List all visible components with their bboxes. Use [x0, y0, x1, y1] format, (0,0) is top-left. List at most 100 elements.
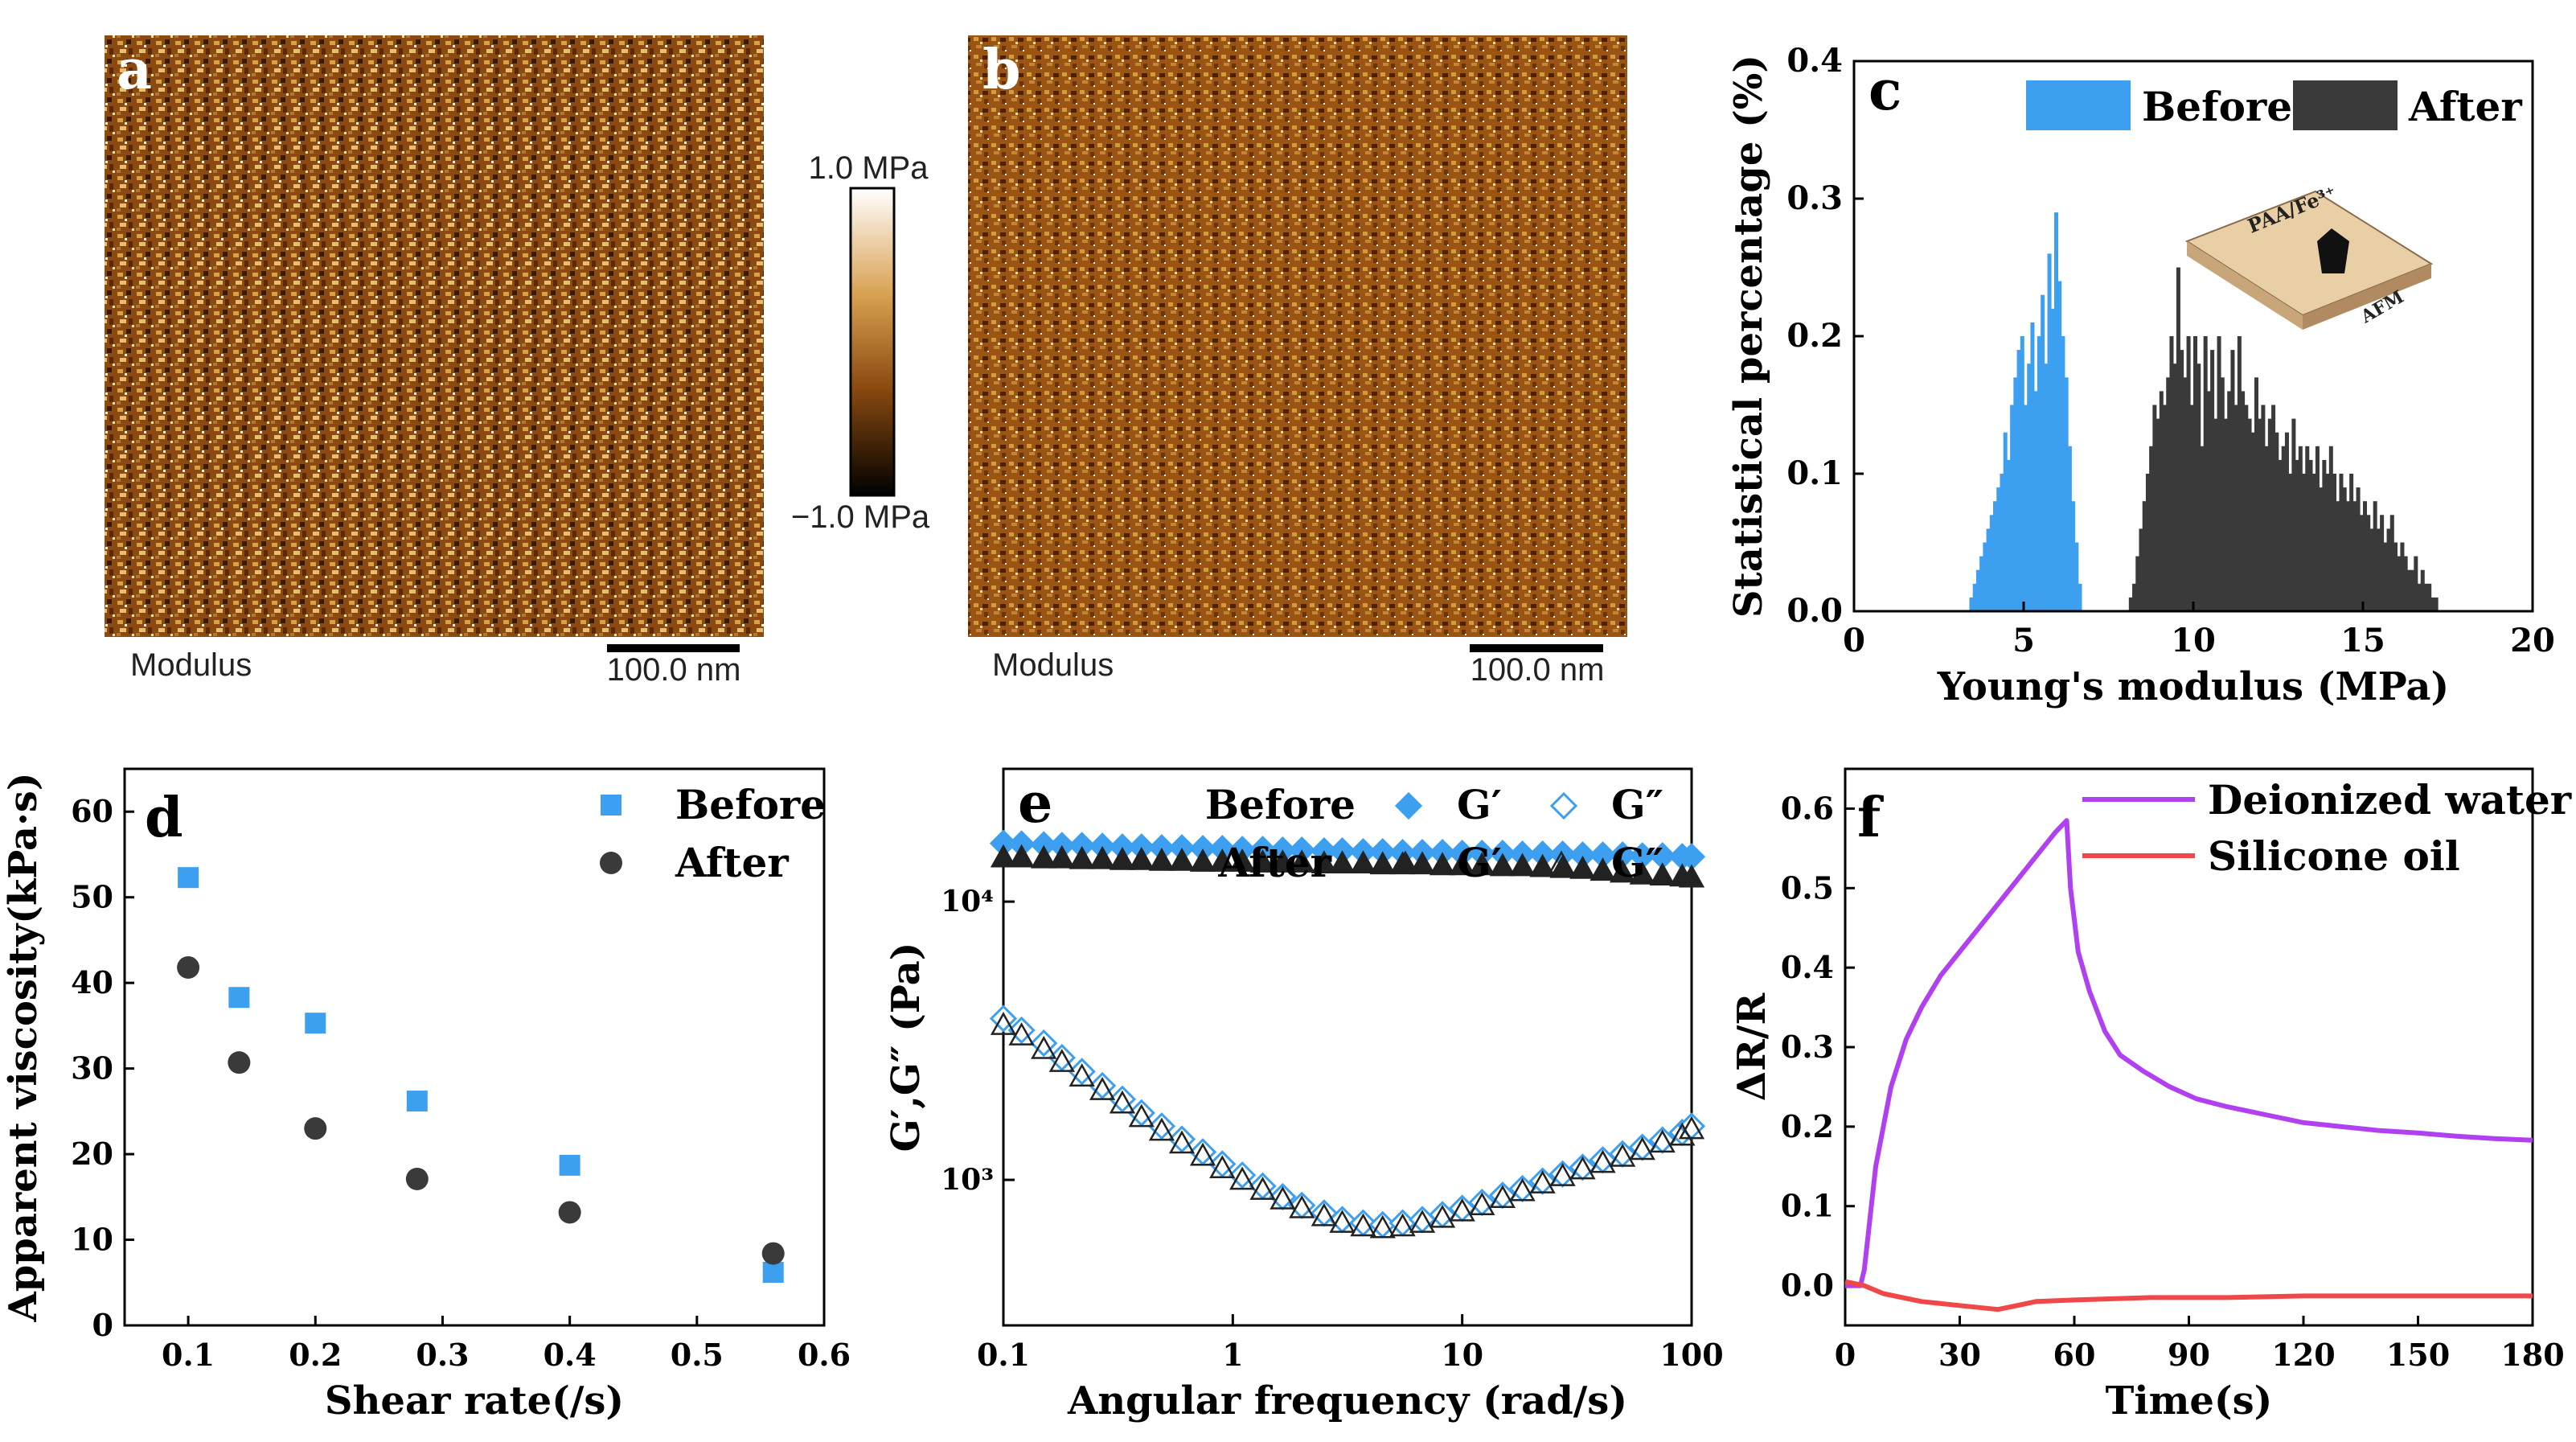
data-point-after-gp: [1289, 849, 1315, 873]
histogram-bar: [2376, 528, 2381, 611]
data-point-after-gp: [1569, 855, 1596, 879]
plot-frame: [1002, 767, 1693, 1327]
legend-swatch-after: [2293, 80, 2398, 130]
panel-letter: e: [1018, 771, 1052, 836]
x-axis-label: Young's modulus (MPa): [1937, 664, 2450, 709]
panel-letter-a: a: [117, 38, 152, 102]
histogram-bar: [2359, 515, 2364, 611]
data-point-after-gpp: [1008, 1022, 1035, 1046]
histogram-bar: [2373, 501, 2377, 611]
histogram-bar: [2345, 501, 2350, 611]
histogram-bar: [2159, 391, 2164, 611]
histogram-bar: [2400, 542, 2405, 611]
data-point-after-gpp: [1209, 1155, 1236, 1179]
histogram-bar: [2169, 336, 2174, 611]
data-point-after-gp: [1048, 844, 1075, 869]
x-axis-label: Angular frequency (rad/s): [1067, 1378, 1627, 1424]
histogram-bar: [2430, 597, 2435, 611]
y-tick-label: 0.2: [1786, 317, 1843, 355]
x-tick-label: 0.3: [416, 1337, 469, 1373]
histogram-bar: [2053, 212, 2058, 611]
data-point-before-gpp: [1108, 1085, 1137, 1113]
data-point-after-gpp: [1649, 1129, 1676, 1153]
afm-tip-icon: [2317, 228, 2349, 273]
histogram-bar: [2295, 459, 2299, 611]
data-point-after-gp: [1509, 852, 1536, 877]
histogram-bar: [1975, 569, 1980, 611]
data-point-after-gpp: [1311, 1202, 1338, 1226]
panel-letter: d: [145, 786, 183, 850]
histogram-bar: [2210, 350, 2215, 611]
data-point-after-gpp: [1189, 1142, 1216, 1166]
histogram-bar: [2380, 515, 2385, 611]
y-tick-label: 0.3: [1786, 179, 1843, 217]
x-tick-label: 100: [1659, 1337, 1723, 1373]
x-tick-label: 60: [2053, 1337, 2096, 1373]
histogram-bar: [2230, 350, 2235, 611]
histogram-bar: [2349, 474, 2354, 611]
histogram-bar: [2030, 322, 2035, 611]
data-point-after-gp: [1031, 844, 1057, 869]
histogram-bar: [2281, 446, 2286, 611]
x-tick-label: 90: [2168, 1337, 2210, 1373]
panel-letter: f: [1857, 786, 1884, 850]
histogram-bar: [2315, 446, 2320, 611]
histogram-bar: [2027, 364, 2032, 611]
legend-label-water: Deionized water: [2208, 776, 2572, 824]
histogram-bar: [2423, 583, 2428, 611]
data-point-after-gp: [1229, 848, 1256, 872]
histogram-bar: [1993, 501, 1998, 611]
histogram-bar: [2223, 418, 2228, 611]
histogram-bar: [1983, 542, 1987, 611]
histogram-bar: [2332, 474, 2337, 611]
histogram-bar: [2200, 446, 2205, 611]
chart-viscosity-d: d Shear rate(/s) Apparent viscosity(kPa·s)…: [1, 767, 851, 1424]
data-point-before-gpp: [1569, 1153, 1597, 1181]
histogram-bar: [2128, 597, 2133, 611]
data-point-after-gpp: [1350, 1213, 1376, 1237]
histogram-bar: [2152, 405, 2157, 611]
histogram-bar: [2064, 377, 2069, 611]
data-point-after-gpp: [1469, 1192, 1495, 1215]
data-point-after-gp: [1109, 846, 1136, 870]
legend-swatch-before: [2026, 80, 2131, 130]
data-point-after-gpp: [1089, 1077, 1116, 1100]
data-point-after: [405, 1167, 429, 1190]
data-point-after-gp: [1649, 862, 1676, 886]
histogram-bar: [2166, 377, 2171, 611]
series-line-water: [1845, 818, 2533, 1288]
histogram-bar: [2057, 281, 2062, 611]
y-tick-label: 30: [71, 1050, 113, 1087]
histogram-bar: [1986, 528, 1991, 611]
data-point-after: [228, 1051, 251, 1074]
histogram-bar: [1979, 556, 1984, 611]
data-point-before: [762, 1261, 784, 1283]
data-point-after-gp: [1128, 846, 1155, 870]
data-point-after-gpp: [1168, 1130, 1196, 1154]
data-point-after-gp: [1189, 848, 1216, 872]
histogram-bar: [1996, 487, 2001, 611]
x-tick-label: 0: [1835, 1337, 1856, 1373]
afm-inset-illustration: PAA/Fe³⁺ AFM: [2184, 181, 2434, 330]
histogram-bar: [2067, 446, 2072, 611]
data-point-after-gp: [1168, 847, 1196, 871]
histogram-bar: [2267, 418, 2272, 611]
histogram-bar: [2183, 377, 2188, 611]
histogram-bar: [2284, 432, 2289, 611]
histogram-bar: [2363, 501, 2368, 611]
histogram-bar: [2186, 336, 2191, 611]
data-point-after-gpp: [1329, 1210, 1356, 1233]
y-tick-label: 0.0: [1786, 592, 1843, 630]
legend-label-before: Before: [2142, 83, 2292, 130]
y-tick-label: 0.1: [1786, 454, 1843, 492]
histogram-bar: [2339, 474, 2344, 611]
y-tick-label: 20: [71, 1136, 113, 1172]
data-point-after-gpp: [1270, 1185, 1296, 1210]
y-tick-label: 0.4: [1786, 42, 1843, 80]
y-tick-label: 0.6: [1781, 790, 1834, 826]
y-tick-label: 0.0: [1781, 1267, 1834, 1304]
histogram-bar: [2275, 432, 2279, 611]
histogram-bar: [2302, 474, 2307, 611]
modulus-caption-a: Modulus: [130, 647, 252, 683]
